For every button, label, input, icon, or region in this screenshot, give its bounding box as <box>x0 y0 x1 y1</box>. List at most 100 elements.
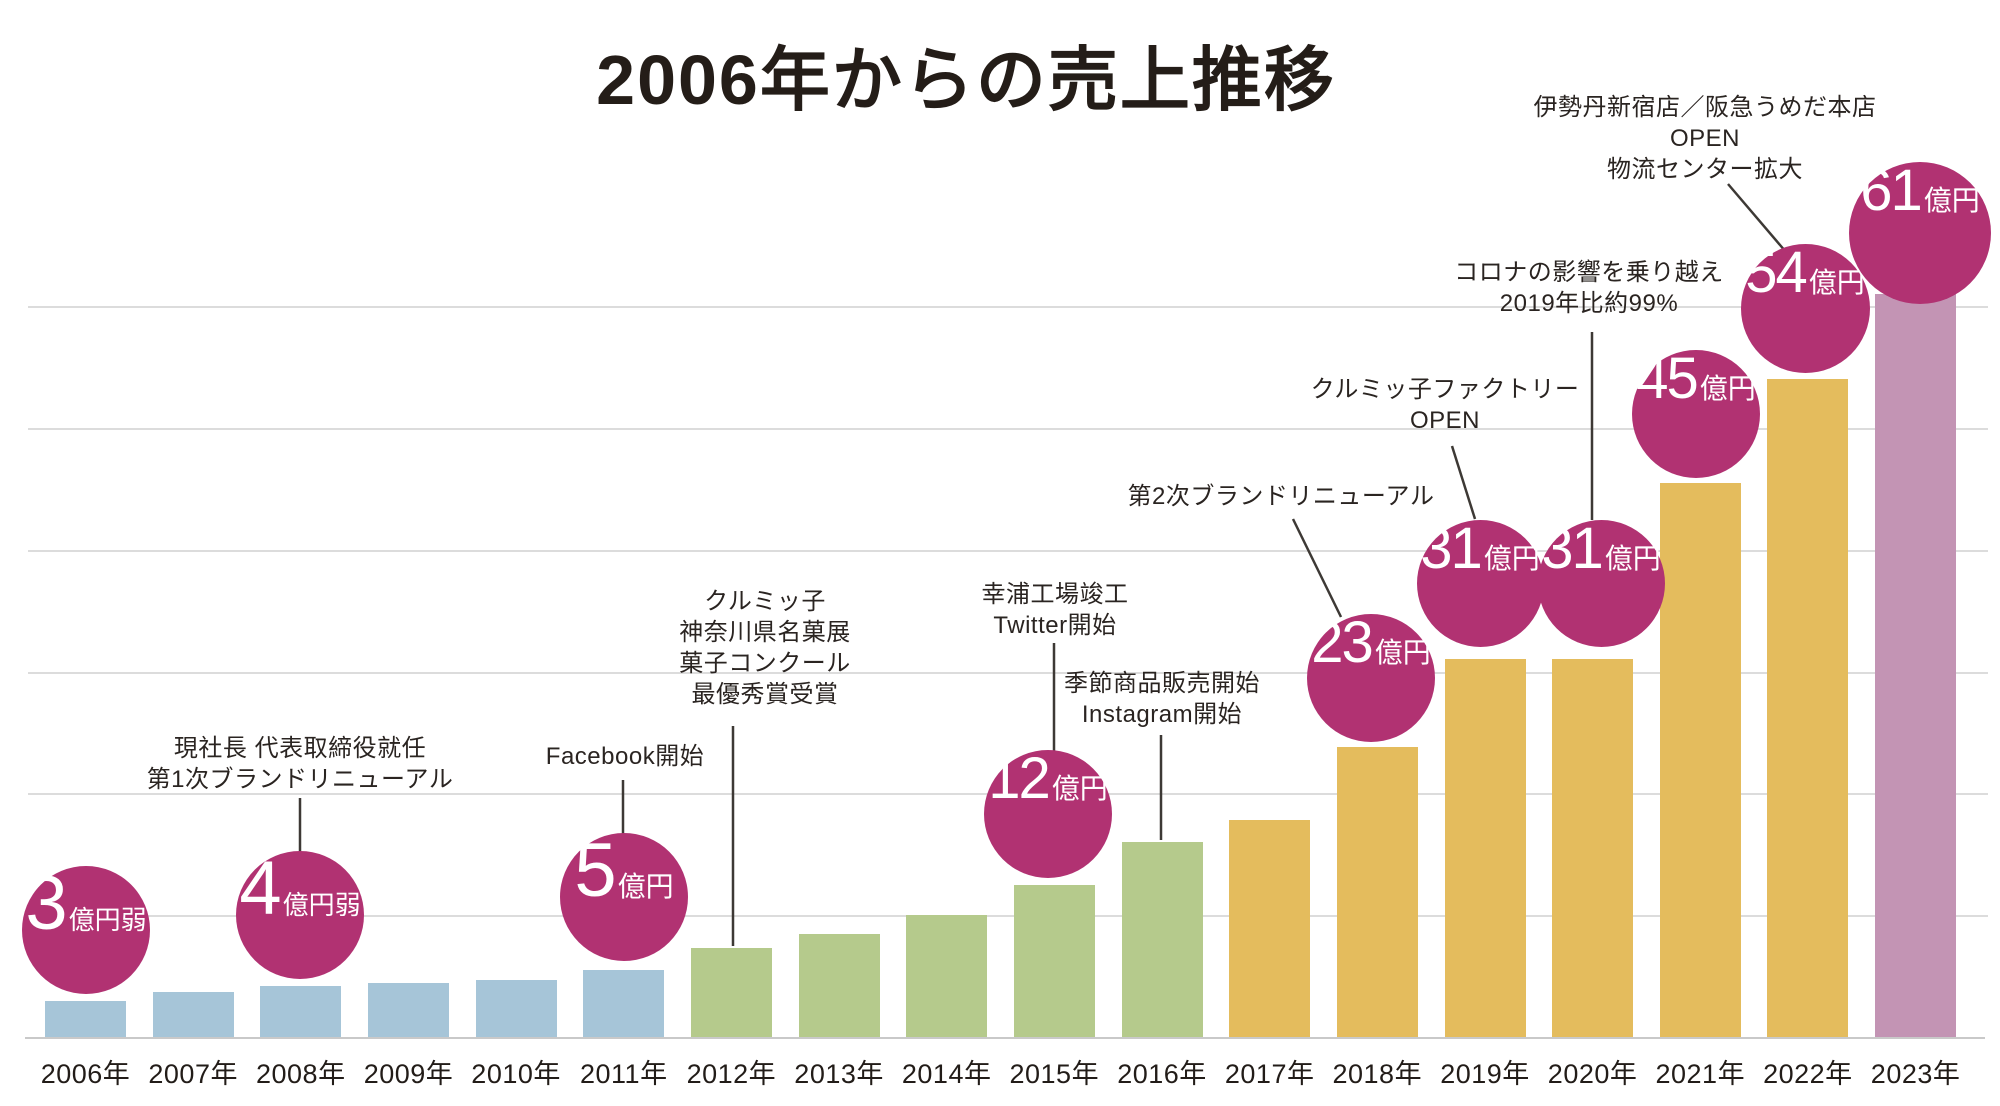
bar-2006年 <box>45 1000 126 1037</box>
gridline-40 <box>28 549 1988 552</box>
badge-number: 54 <box>1745 239 1807 305</box>
annotation-line: 最優秀賞受賞 <box>691 681 839 708</box>
annotation-isetan: 伊勢丹新宿店／阪急うめだ本店 OPEN 物流センター拡大 <box>1534 92 1877 185</box>
x-axis-line <box>25 1037 1985 1039</box>
badge-number: 4 <box>239 846 281 931</box>
bar-2023年 <box>1875 294 1957 1037</box>
annotation-facebook: Facebook開始 <box>546 741 704 772</box>
value-badge-8: 54 億円 <box>1740 239 1870 373</box>
badge-number: 31 <box>1420 515 1482 581</box>
x-label-2021年: 2021年 <box>1655 1059 1746 1089</box>
bar-2017年 <box>1229 820 1311 1037</box>
value-badge-4: 23 億円 <box>1307 614 1435 742</box>
annotation-line: コロナの影響を乗り越え <box>1454 259 1724 286</box>
badge-unit: 億円 <box>1923 185 1980 216</box>
badge-unit: 億円 <box>1374 637 1431 668</box>
gridline-30 <box>28 671 1988 674</box>
annotation-factory: クルミッ子ファクトリー OPEN <box>1311 374 1580 436</box>
annotation-seasonal: 季節商品販売開始 Instagram開始 <box>1064 668 1260 730</box>
value-badge-0: 3 億円弱 <box>22 866 150 994</box>
x-label-2010年: 2010年 <box>471 1059 561 1089</box>
bar-2020年 <box>1552 659 1634 1037</box>
annotation-line: Facebook開始 <box>545 743 705 770</box>
annotation-line: OPEN <box>1669 125 1740 152</box>
value-badge-3: 12 億円 <box>984 750 1112 878</box>
badge-number: 5 <box>574 828 616 913</box>
bar-2009年 <box>368 983 449 1037</box>
value-badge-6: 31 億円 <box>1537 515 1665 647</box>
bar-2018年 <box>1336 747 1418 1037</box>
bar-2015年 <box>1013 884 1095 1038</box>
badge-number: 3 <box>25 861 67 946</box>
x-label-2009年: 2009年 <box>363 1059 454 1089</box>
badge-unit: 億円 <box>1604 542 1661 574</box>
badge-number: 12 <box>988 746 1050 811</box>
annotation-president: 現社長 代表取締役就任 第1次ブランドリニューアル <box>147 733 454 795</box>
annotation-corona: コロナの影響を乗り越え 2019年比約99% <box>1454 257 1724 319</box>
bar-2008年 <box>260 985 342 1037</box>
x-label-2006年: 2006年 <box>40 1059 131 1089</box>
x-label-2007年: 2007年 <box>148 1059 238 1089</box>
bar-2010年 <box>475 979 557 1037</box>
badge-number: 31 <box>1541 515 1603 581</box>
x-label-2012年: 2012年 <box>686 1059 777 1089</box>
value-badge-5: 31 億円 <box>1416 515 1544 647</box>
x-label-2017年: 2017年 <box>1224 1059 1315 1089</box>
annotation-kurumicco: クルミッ子神奈川県名菓展 菓子コンクール 最優秀賞受賞 <box>679 586 851 710</box>
bar-2012年 <box>690 948 772 1037</box>
annotation-line: 物流センター拡大 <box>1607 156 1803 183</box>
bar-2014年 <box>906 915 988 1037</box>
annotation-line: 幸浦工場竣工 <box>981 581 1129 608</box>
bar-2013年 <box>798 933 880 1037</box>
badge-number: 45 <box>1636 346 1698 411</box>
annotation-line: 2019年比約99% <box>1499 290 1679 317</box>
bar-2022年 <box>1767 379 1849 1037</box>
x-label-2014年: 2014年 <box>901 1059 992 1089</box>
bar-2021年 <box>1659 482 1741 1037</box>
gridline-60 <box>28 306 1988 309</box>
badge-unit: 億円弱 <box>282 890 361 920</box>
annotation-renewal2: 第2次ブランドリニューアル <box>1128 481 1435 512</box>
x-label-2019年: 2019年 <box>1440 1059 1530 1089</box>
value-badge-9: 61 億円 <box>1849 162 1991 304</box>
x-label-2018年: 2018年 <box>1332 1059 1423 1089</box>
annotation-line: Twitter開始 <box>993 612 1117 639</box>
x-label-2013年: 2013年 <box>794 1059 884 1089</box>
value-badge-7: 45 億円 <box>1632 350 1760 478</box>
bar-2011年 <box>583 970 665 1037</box>
badge-unit: 億円 <box>1483 542 1540 574</box>
badge-number: 61 <box>1860 158 1922 223</box>
bar-2007年 <box>152 991 234 1037</box>
annotation-line: クルミッ子ファクトリー <box>1310 376 1580 403</box>
annotation-line: 現社長 代表取締役就任 <box>173 735 427 762</box>
badge-unit: 億円 <box>1699 373 1756 404</box>
annotation-line: 神奈川県名菓展 <box>679 619 851 646</box>
annotation-line: Instagram開始 <box>1081 701 1243 728</box>
bar-2016年 <box>1121 842 1203 1037</box>
annotation-line: 第1次ブランドリニューアル <box>146 766 454 793</box>
value-badge-2: 5 億円 <box>560 833 688 961</box>
annotation-koura: 幸浦工場竣工 Twitter開始 <box>982 579 1129 641</box>
annotation-line: クルミッ子 <box>704 588 826 615</box>
badge-unit: 億円 <box>1051 773 1108 804</box>
gridline-10 <box>28 915 1988 918</box>
annotation-line: 第2次ブランドリニューアル <box>1127 483 1435 510</box>
bar-2019年 <box>1444 659 1526 1037</box>
badge-unit: 億円 <box>617 871 674 902</box>
badge-unit: 億円弱 <box>68 905 147 935</box>
annotation-line: 伊勢丹新宿店／阪急うめだ本店 <box>1533 94 1877 121</box>
x-label-2015年: 2015年 <box>1009 1059 1100 1089</box>
annotation-line: 菓子コンクール <box>679 650 851 677</box>
annotation-line: OPEN <box>1409 407 1480 434</box>
value-badge-1: 4 億円弱 <box>236 851 364 979</box>
gridline-50 <box>28 428 1988 430</box>
x-label-2016年: 2016年 <box>1117 1059 1207 1089</box>
annotation-line: 季節商品販売開始 <box>1064 670 1260 697</box>
x-label-2008年: 2008年 <box>256 1059 346 1089</box>
x-label-2020年: 2020年 <box>1547 1059 1638 1089</box>
badge-unit: 億円 <box>1808 266 1865 298</box>
x-label-2011年: 2011年 <box>580 1059 668 1089</box>
chart-title: 2006年からの売上推移 <box>596 41 1336 119</box>
